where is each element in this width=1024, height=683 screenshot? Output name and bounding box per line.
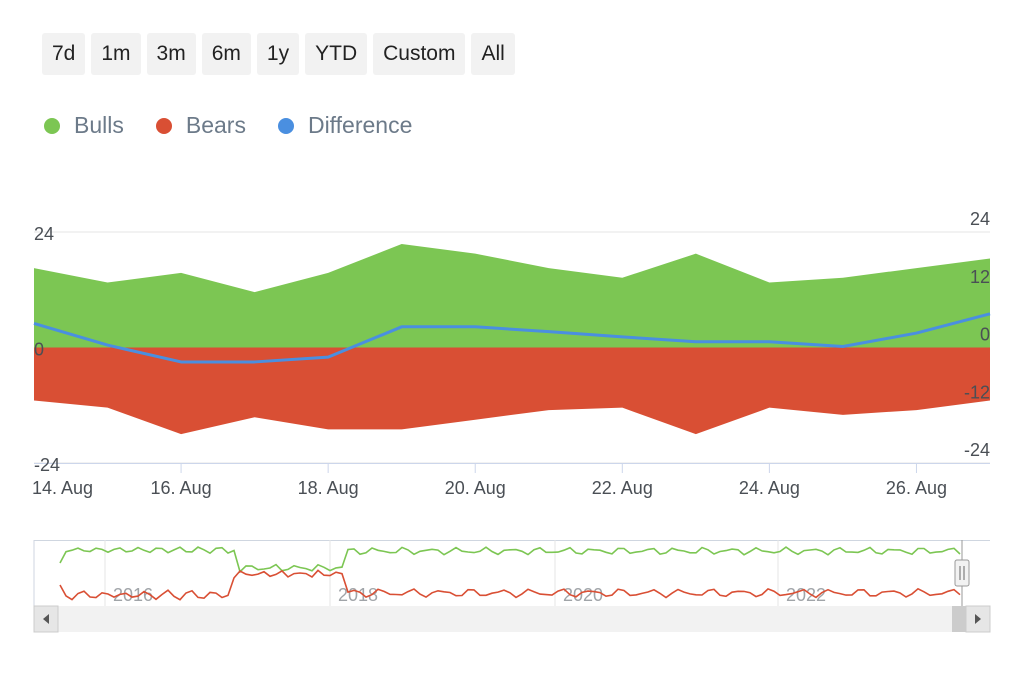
y-right-tick-label: -12	[964, 382, 990, 402]
legend-label-bears: Bears	[185, 112, 246, 138]
scrollbar-left-button[interactable]	[33, 605, 59, 633]
x-tick-label: 14. Aug	[32, 478, 93, 498]
main-grid	[34, 231, 990, 464]
range-button-7d[interactable]: 7d	[42, 33, 86, 75]
y-right-tick-label: 12	[970, 267, 990, 287]
line-series-difference	[33, 312, 991, 364]
legend: Bulls Bears Difference	[44, 112, 412, 139]
x-tick-label: 16. Aug	[151, 478, 212, 498]
navigator-x-label: 2016	[113, 585, 153, 605]
legend-item-difference[interactable]: Difference	[277, 112, 413, 139]
scrollbar-right-button[interactable]	[965, 605, 991, 633]
x-tick-label: 18. Aug	[298, 478, 359, 498]
legend-item-bulls[interactable]: Bulls	[44, 112, 124, 139]
y-right-tick-label: -24	[964, 440, 990, 460]
legend-item-bears[interactable]: Bears	[155, 112, 246, 139]
legend-marker-bears	[155, 117, 172, 134]
arrow-right-icon	[975, 614, 981, 624]
scrollbar-thumb[interactable]	[952, 606, 966, 632]
scrollbar-track[interactable]	[34, 606, 990, 632]
legend-marker-difference	[277, 117, 294, 134]
range-button-3m[interactable]: 3m	[146, 33, 196, 75]
main-axes: 24 0 -24 24 12 0 -12 -24 14. Aug 16. Aug 18. Aug 20…	[32, 209, 990, 498]
arrow-left-icon	[43, 614, 49, 624]
navigator-series-bulls	[59, 546, 961, 574]
y-right-tick-label: 24	[970, 209, 990, 229]
x-tick-label: 22. Aug	[592, 478, 653, 498]
range-button-6m[interactable]: 6m	[201, 33, 251, 75]
main-areas	[34, 244, 990, 435]
range-button-1y[interactable]: 1y	[256, 33, 300, 75]
range-button-1m[interactable]: 1m	[91, 33, 141, 75]
y-right-tick-label: 0	[980, 325, 990, 345]
area-series-bears	[34, 347, 990, 435]
range-button-all[interactable]: All	[471, 33, 515, 75]
x-tick-label: 26. Aug	[886, 478, 947, 498]
legend-label-difference: Difference	[307, 112, 413, 138]
legend-label-bulls: Bulls	[74, 112, 124, 138]
y-left-tick-label: -24	[34, 455, 60, 475]
navigator-x-label: 2020	[563, 585, 603, 605]
navigator-x-label: 2022	[786, 585, 826, 605]
range-button-ytd[interactable]: YTD	[305, 33, 368, 75]
range-selector: 7d 1m 3m 6m 1y YTD Custom All	[42, 33, 515, 75]
y-left-tick-label: 0	[34, 340, 44, 360]
legend-marker-bulls	[44, 117, 60, 134]
x-tick-label: 20. Aug	[445, 478, 506, 498]
y-left-tick-label: 24	[34, 224, 54, 244]
navigator-x-label: 2018	[338, 585, 378, 605]
navigator-series-bears	[59, 569, 961, 601]
navigator-handle[interactable]	[954, 559, 970, 587]
x-tick-label: 24. Aug	[739, 478, 800, 498]
main-line	[33, 312, 991, 364]
range-button-custom[interactable]: Custom	[373, 33, 466, 75]
navigator: 2016 2018 2020 2022	[33, 540, 991, 633]
area-series-bulls	[34, 244, 990, 348]
